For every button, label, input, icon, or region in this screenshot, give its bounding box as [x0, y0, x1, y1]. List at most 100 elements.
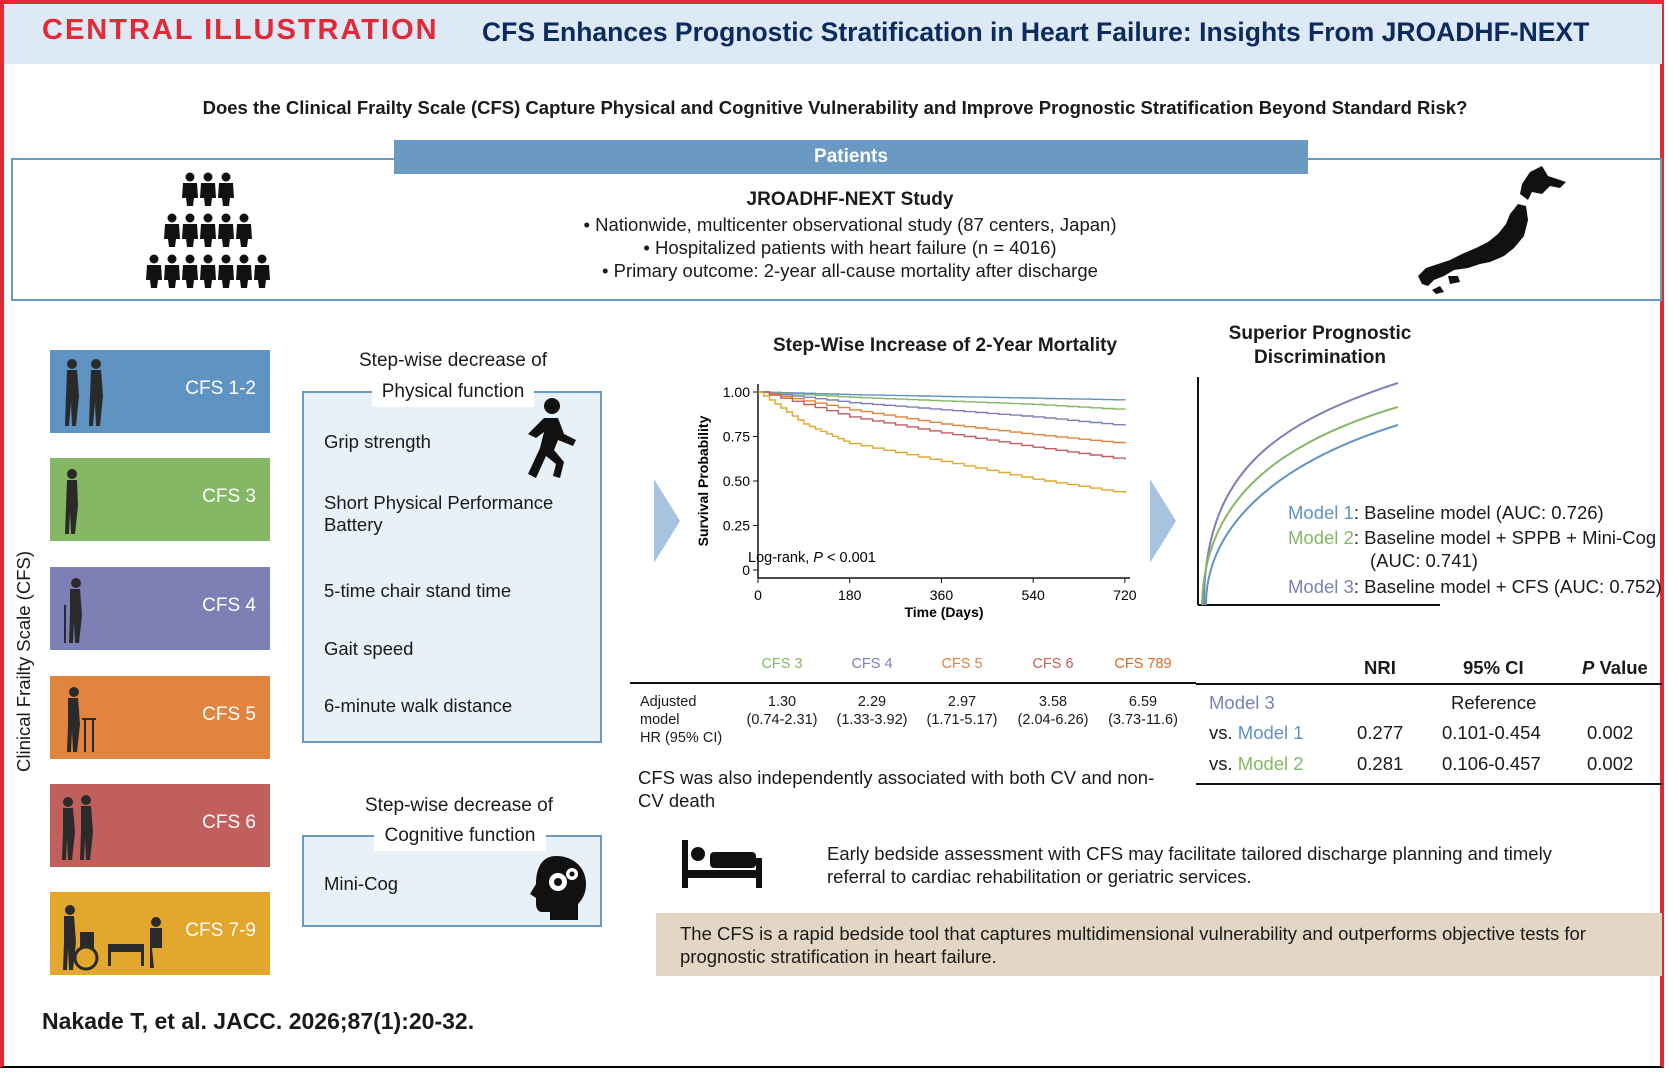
y-tick-label: 0.75 [723, 429, 750, 445]
citation: Nakade T, et al. JACC. 2026;87(1):20-32. [42, 1008, 475, 1034]
cfs-tile-6: CFS 6 [50, 784, 270, 867]
nri-table-rule-bottom [1196, 783, 1662, 785]
legend-model-1: Model 1: Baseline model (AUC: 0.726) [1288, 502, 1604, 523]
log-rank-annotation: Log-rank, P < 0.001 [748, 550, 876, 566]
japan-map-icon [1418, 166, 1566, 294]
nri-header: NRI [1364, 657, 1396, 678]
hr-col-header: CFS 3 [761, 656, 803, 672]
legend-model-3: Model 3: Baseline model + CFS (AUC: 0.75… [1288, 576, 1662, 597]
p-value-header: P Value [1582, 657, 1648, 678]
physical-heading-line2: Physical function [372, 376, 534, 407]
x-tick-label: 360 [930, 587, 954, 603]
cfs-tile-7-9: CFS 7-9 [50, 892, 270, 975]
cfs-tile-label: CFS 6 [202, 812, 256, 833]
cfs-axis-label: Clinical Frailty Scale (CFS) [13, 550, 34, 772]
hr-cell: 2.29 (1.33-3.92) [836, 694, 908, 728]
survival-curve [758, 391, 1126, 410]
cfs-tile-4: CFS 4 [50, 567, 270, 650]
nri-p: 0.002 [1587, 753, 1634, 774]
y-tick-label: 0 [742, 562, 750, 578]
physical-item: Short Physical Performance Battery [324, 492, 554, 535]
nri-value: 0.281 [1357, 753, 1404, 774]
cfs-tile-label: CFS 5 [202, 704, 256, 725]
standing-person-icon [65, 469, 78, 534]
person-with-cane-icon [64, 578, 82, 643]
cognitive-heading-line1: Step-wise decrease of [354, 790, 564, 821]
survival-curve-chart: 0 0.25 0.50 0.75 1.00 0 180 360 540 720 Time (Days… [695, 384, 1137, 620]
hospital-bed-icon [682, 840, 762, 888]
study-bullet: • Hospitalized patients with heart failu… [643, 237, 1057, 258]
survival-curve [758, 391, 1126, 401]
cfs-tile-3: CFS 3 [50, 458, 270, 541]
cognitive-item: Mini-Cog [324, 873, 399, 894]
physical-item: Gait speed [324, 638, 414, 659]
hr-col-header: CFS 6 [1032, 656, 1074, 672]
hr-cell: 1.30 (0.74-2.31) [746, 694, 818, 728]
discrimination-title: Superior Prognostic Discrimination [1228, 323, 1412, 368]
wheelchair-and-bed-icon [63, 905, 162, 971]
roc-curves-plot [1197, 377, 1440, 606]
hr-table-rule [630, 682, 1196, 684]
research-question: Does the Clinical Frailty Scale (CFS) Ca… [202, 97, 1468, 118]
central-illustration-label: CENTRAL ILLUSTRATION [42, 14, 439, 46]
nri-ci: 0.106-0.457 [1442, 753, 1541, 774]
cfs-tile-label: CFS 4 [202, 595, 256, 616]
physical-item: 6-minute walk distance [324, 695, 513, 716]
walking-people-icon [65, 359, 103, 426]
hr-row-label: Adjusted model HR (95% CI) [640, 694, 723, 746]
cognitive-heading-line2: Cognitive function [374, 820, 546, 851]
x-tick-label: 540 [1021, 587, 1045, 603]
bedside-note: Early bedside assessment with CFS may fa… [827, 843, 1552, 887]
ci-header: 95% CI [1463, 657, 1524, 678]
study-bullet: • Primary outcome: 2-year all-cause mort… [602, 260, 1098, 281]
summary-text: The CFS is a rapid bedside tool that cap… [680, 923, 1586, 967]
brain-gears-head-icon [530, 856, 586, 920]
hr-col-header: CFS 5 [941, 656, 983, 672]
hr-col-header: CFS 4 [851, 656, 893, 672]
physical-heading-line1: Step-wise decrease of [348, 345, 558, 376]
running-person-icon [528, 398, 576, 478]
x-tick-label: 0 [754, 587, 762, 603]
cfs-tile-label: CFS 3 [202, 486, 256, 507]
study-bullet: • Nationwide, multicenter observational … [583, 214, 1117, 235]
nri-reference: Reference [1451, 692, 1537, 713]
y-tick-label: 1.00 [723, 384, 750, 400]
survival-curve [758, 391, 1126, 494]
nri-p: 0.002 [1587, 722, 1634, 743]
hr-col-header: CFS 789 [1114, 656, 1172, 672]
roc-curve-model-2 [1201, 406, 1399, 606]
legend-model-2-auc: (AUC: 0.741) [1370, 550, 1478, 571]
illustration-title: CFS Enhances Prognostic Stratification i… [482, 17, 1590, 47]
cv-death-note: CFS was also independently associated wi… [638, 767, 1155, 811]
cfs-tile-label: CFS 1-2 [185, 378, 256, 399]
physical-item: Grip strength [324, 431, 431, 452]
cfs-tile-label: CFS 7-9 [185, 920, 256, 941]
nri-ci: 0.101-0.454 [1442, 722, 1541, 743]
x-tick-label: 180 [838, 587, 862, 603]
survival-curve [758, 391, 1126, 444]
nri-reference-model: Model 3 [1209, 692, 1275, 713]
y-axis-label: Survival Probability [695, 415, 711, 546]
cfs-tile-5: CFS 5 [50, 676, 270, 759]
y-tick-label: 0.50 [723, 473, 750, 489]
nri-row-label: vs. Model 1 [1209, 722, 1304, 743]
km-chart-title: Step-Wise Increase of 2-Year Mortality [772, 335, 1118, 356]
patients-bar: Patients [394, 140, 1308, 174]
physical-item: 5-time chair stand time [324, 580, 512, 601]
nri-value: 0.277 [1357, 722, 1404, 743]
assisted-person-icon [62, 795, 93, 860]
hr-cell: 2.97 (1.71-5.17) [926, 694, 998, 728]
nri-row-label: vs. Model 2 [1209, 753, 1304, 774]
hr-cell: 6.59 (3.73-11.6) [1108, 694, 1178, 728]
y-tick-label: 0.25 [723, 518, 750, 534]
roc-curve-model-1 [1205, 424, 1399, 606]
summary-box: The CFS is a rapid bedside tool that cap… [656, 913, 1662, 976]
study-title: JROADHF-NEXT Study [746, 189, 954, 210]
survival-curve [758, 391, 1126, 426]
cfs-tile-1-2: CFS 1-2 [50, 350, 270, 433]
hr-cell: 3.58 (2.04-6.26) [1017, 694, 1089, 728]
person-with-walker-icon [67, 687, 96, 752]
legend-model-2: Model 2: Baseline model + SPPB + Mini-Co… [1288, 527, 1657, 548]
nri-table-rule-top [1196, 683, 1662, 685]
